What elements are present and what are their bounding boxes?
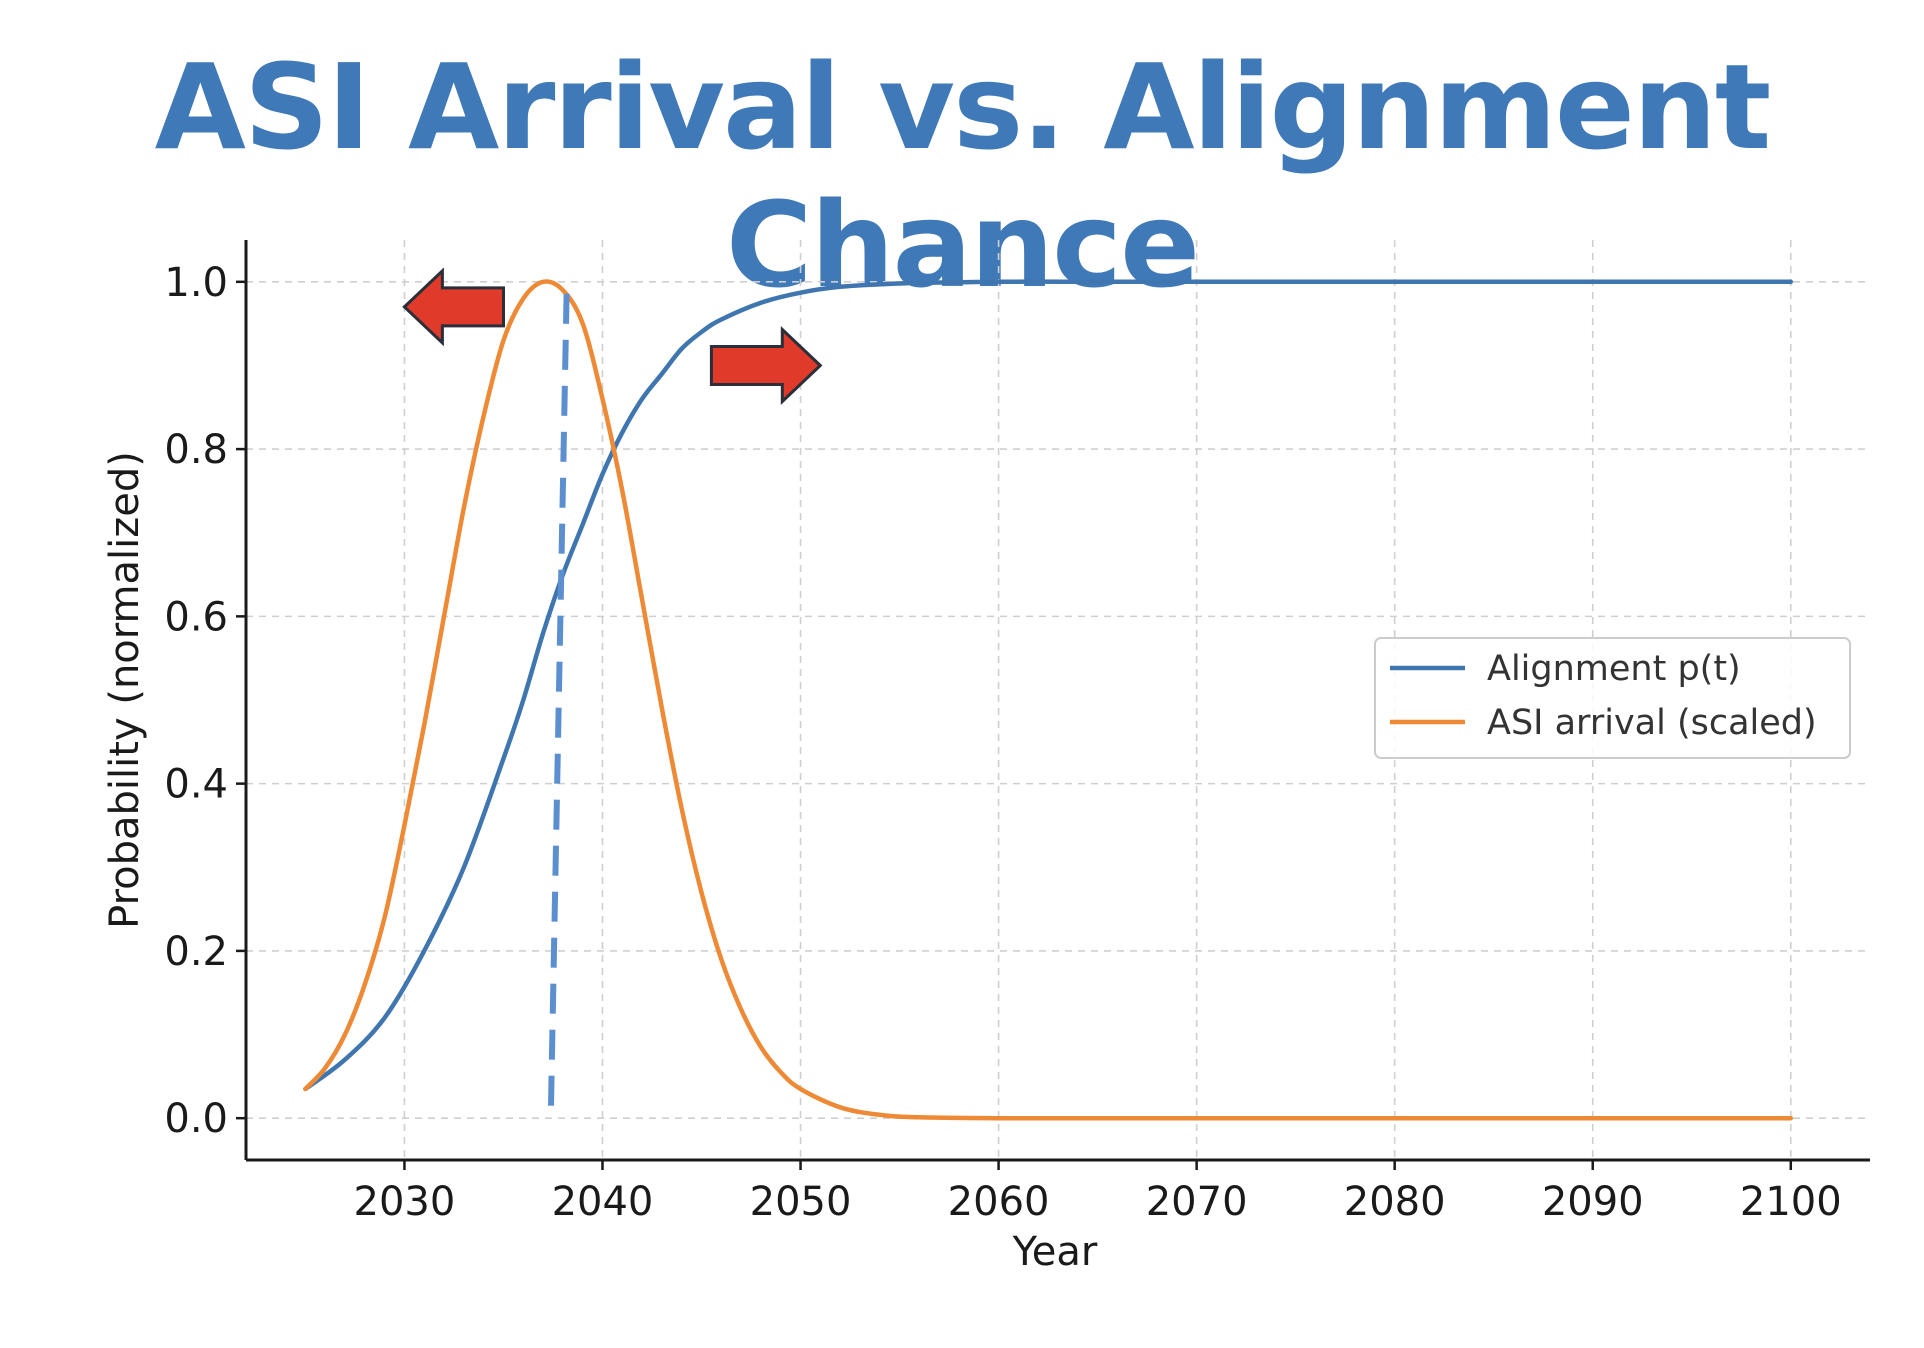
y-tick-label: 0.2 xyxy=(164,929,228,975)
y-tick-label: 0.6 xyxy=(164,594,228,640)
x-tick-label: 2030 xyxy=(354,1179,456,1225)
legend-entry: ASI arrival (scaled) xyxy=(1487,703,1817,743)
axes xyxy=(244,240,1870,1162)
x-tick-label: 2100 xyxy=(1740,1179,1842,1225)
chart-title: ASI Arrival vs. Alignment Chance xyxy=(154,38,1772,314)
y-tick-label: 1.0 xyxy=(164,260,228,306)
y-axis-label: Probability (normalized) xyxy=(102,451,148,929)
legend-entry: Alignment p(t) xyxy=(1487,649,1741,689)
x-tick-label: 2040 xyxy=(552,1179,654,1225)
x-tick-label: 2080 xyxy=(1344,1179,1446,1225)
y-tick-label: 0.4 xyxy=(164,762,228,808)
legend: Alignment p(t) ASI arrival (scaled) xyxy=(1374,637,1851,759)
y-tick-label: 0.8 xyxy=(164,427,228,473)
peak-dashed-line xyxy=(547,281,570,1106)
series-line-1 xyxy=(303,279,1794,1121)
x-tick-label: 2060 xyxy=(948,1179,1050,1225)
x-tick-label: 2050 xyxy=(750,1179,852,1225)
x-tick-label: 2070 xyxy=(1146,1179,1248,1225)
x-tick-label: 2090 xyxy=(1542,1179,1644,1225)
annotations xyxy=(402,267,823,1106)
series-line-0 xyxy=(303,279,1794,1092)
y-tick-label: 0.0 xyxy=(164,1096,228,1142)
tick-labels: 2030 2040 2050 2060 2070 2080 2090 2100 0.0 0.2 0.… xyxy=(164,260,1841,1225)
arrow-left-icon xyxy=(402,267,505,347)
series-lines xyxy=(303,279,1794,1121)
arrow-right-icon xyxy=(709,326,823,405)
legend-box xyxy=(1374,637,1851,759)
x-axis-label: Year xyxy=(1012,1229,1098,1275)
